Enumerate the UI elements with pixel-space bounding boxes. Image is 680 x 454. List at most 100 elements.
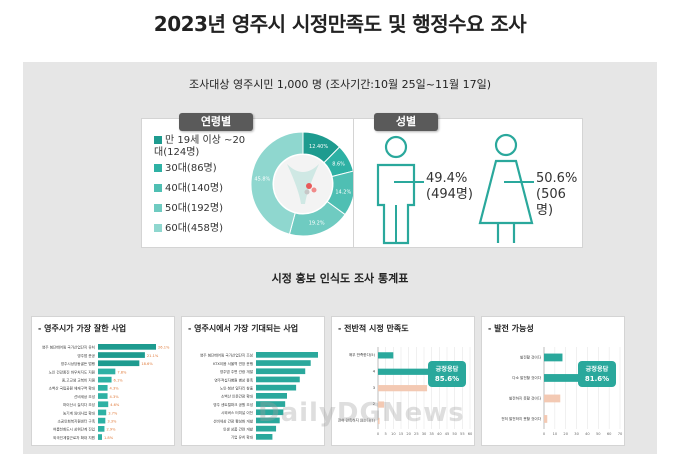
tick-label: 20 bbox=[406, 432, 411, 436]
value-label: 7.8% bbox=[117, 370, 127, 374]
category-label: 영주댐 주변 관광 개발 bbox=[220, 369, 254, 374]
legend-swatch bbox=[154, 164, 162, 172]
bar bbox=[256, 368, 306, 375]
value-label: 4.3% bbox=[110, 387, 120, 391]
donut-slice bbox=[250, 131, 304, 235]
legend-label: 40대(140명) bbox=[165, 183, 224, 194]
category-label: 노인 건강증진 바우처지도 지원 bbox=[49, 369, 95, 374]
male-icon bbox=[376, 135, 416, 245]
category-label: 영주 첨단베어링 국가산업단지 유치 bbox=[42, 345, 95, 350]
category-label: 영주댐 준공 bbox=[77, 353, 95, 358]
bar bbox=[256, 409, 284, 416]
center-motif-icon bbox=[287, 164, 319, 204]
satisfaction-chart: 0 5 10 15 20 25 30 35 40 45 50 55 60 매우 만족한다(5) 4 3 2 전혀 … bbox=[338, 347, 473, 436]
age-legend-item: 30대(86명) bbox=[154, 163, 250, 175]
bar bbox=[98, 401, 109, 408]
best-project-title: - 영주시가 가장 잘한 사업 bbox=[38, 324, 127, 333]
value-label: 1.8% bbox=[104, 436, 114, 440]
category-label: 인생 상품 관련 개발 bbox=[223, 427, 254, 432]
positive-response-box bbox=[578, 361, 616, 387]
donut-label: 14.2% bbox=[335, 190, 351, 196]
category-label: 소공인회복지원센터 구축 bbox=[57, 419, 95, 424]
bar bbox=[256, 417, 280, 424]
category-label: 4 bbox=[373, 369, 376, 373]
tick-label: 45 bbox=[445, 432, 450, 436]
category-label: 농기계 임대사업 확대 bbox=[63, 410, 95, 415]
female-count: (506명) bbox=[536, 187, 566, 218]
value-label: 3.7% bbox=[108, 411, 118, 415]
donut-label: 19.2% bbox=[309, 221, 325, 227]
development-panel: - 발전 가능성 0 10 20 30 40 50 60 70 발전할 것이다 다소 발전할 것이… bbox=[481, 316, 625, 446]
male-pct: 49.4% bbox=[426, 171, 468, 186]
tick-label: 5 bbox=[385, 432, 387, 436]
bar bbox=[544, 394, 561, 403]
male-stat: 49.4% (494명) bbox=[426, 171, 473, 203]
bar bbox=[544, 415, 548, 423]
tick-label: 50 bbox=[452, 432, 457, 436]
value-label: 4.6% bbox=[110, 403, 120, 407]
category-label: 영주적십자병원 병상 증축 bbox=[214, 377, 253, 382]
category-label: 시외버스 터미널 이전 bbox=[221, 410, 253, 415]
category-label: 매우 만족한다(5) bbox=[349, 352, 376, 357]
tick-label: 10 bbox=[553, 432, 558, 436]
tick-label: 55 bbox=[460, 432, 465, 436]
tick-label: 0 bbox=[543, 432, 546, 436]
bar bbox=[378, 352, 394, 359]
female-icon bbox=[478, 133, 534, 243]
category-label: 여름천화도시 상위단계 진입 bbox=[53, 427, 95, 432]
category-label: 외국인계절근로자 확대 지원 bbox=[53, 435, 95, 440]
age-donut-chart: 12.40% 8.6% 14.2% 19.2% 45.8% bbox=[250, 131, 356, 237]
age-legend-item: 40대(140명) bbox=[154, 183, 250, 195]
female-stat: 50.6% (506명) bbox=[536, 171, 582, 219]
legend-label: 30대(86명) bbox=[165, 163, 217, 174]
bar bbox=[378, 417, 380, 425]
value-label: 21.1% bbox=[147, 354, 159, 358]
donut-label: 45.8% bbox=[254, 177, 270, 183]
bar bbox=[378, 401, 385, 408]
category-label: 영주 첨단베어링 국가산업단지 조성 bbox=[200, 353, 253, 358]
legend-swatch bbox=[154, 204, 162, 212]
bar bbox=[256, 401, 286, 407]
category-label: 발전하지 못할 것이다 bbox=[509, 395, 542, 400]
legend-swatch bbox=[154, 184, 162, 192]
tick-label: 20 bbox=[563, 432, 568, 436]
category-label: 전혀 발전하지 못할 것이다 bbox=[501, 416, 541, 421]
tick-label: 30 bbox=[422, 432, 427, 436]
bar bbox=[98, 385, 108, 391]
bar bbox=[98, 417, 106, 424]
age-panel: 연령별 만 19세 이상 ~20대(124명) 30대(86명) 40대(140명)… bbox=[141, 113, 359, 248]
female-arrow bbox=[504, 181, 534, 183]
value-label: 6.1% bbox=[114, 379, 124, 383]
annotation-value: 81.6% bbox=[585, 375, 609, 383]
bar bbox=[98, 344, 156, 350]
satisfaction-panel: - 전반적 시정 만족도 0 5 10 15 20 25 30 35 40 45 50 55 60 매우 … bbox=[331, 316, 475, 446]
legend-label: 만 19세 이상 ~20대(124명) bbox=[154, 135, 246, 158]
donut-label: 8.6% bbox=[332, 162, 345, 168]
tick-label: 60 bbox=[607, 432, 612, 436]
category-label: 영주 센트럴파크 공원 조성 bbox=[213, 402, 253, 407]
male-arrow bbox=[394, 181, 424, 183]
category-label: 3 bbox=[373, 386, 375, 390]
value-label: 26.1% bbox=[158, 346, 170, 350]
center-dot-icon bbox=[311, 187, 317, 193]
best-project-panel: - 영주시가 가장 잘한 사업 영주 첨단베어링 국가산업단지 유치 26.1% 영… bbox=[31, 316, 175, 446]
category-label: 선비세상 조성 bbox=[74, 394, 95, 399]
legend-swatch bbox=[154, 136, 162, 144]
bar bbox=[98, 368, 116, 375]
page-title: 2023년 영주시 시정만족도 및 행정수요 조사 bbox=[153, 12, 527, 36]
watermark: DailyDGNews bbox=[258, 398, 465, 428]
category-label: 노인·청년 일자리 창출 bbox=[220, 386, 254, 391]
category-label: 다소 발전할 것이다 bbox=[512, 375, 541, 380]
tick-label: 25 bbox=[414, 432, 419, 436]
donut-label: 12.40% bbox=[309, 144, 328, 150]
satisfaction-title: - 전반적 시정 만족도 bbox=[338, 324, 409, 333]
bar bbox=[98, 352, 145, 358]
survey-overview-section: 조사대상 영주시민 1,000 명 (조사기간:10월 25일~11월 17일)… bbox=[23, 62, 657, 254]
bar bbox=[98, 360, 140, 367]
legend-swatch bbox=[154, 224, 162, 232]
tick-label: 40 bbox=[585, 432, 590, 436]
female-pct: 50.6% bbox=[536, 171, 578, 186]
survey-info: 조사대상 영주시민 1,000 명 (조사기간:10월 25일~11월 17일) bbox=[188, 78, 491, 91]
legend-label: 50대(192명) bbox=[165, 203, 224, 214]
